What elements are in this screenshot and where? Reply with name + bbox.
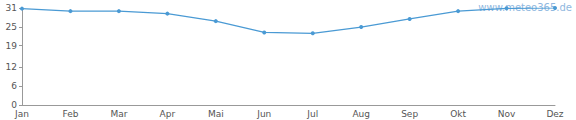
svg-text:Feb: Feb xyxy=(62,109,78,119)
svg-text:Sep: Sep xyxy=(401,109,418,119)
svg-text:12: 12 xyxy=(6,62,17,72)
svg-text:www.meteo365.de: www.meteo365.de xyxy=(478,2,572,13)
svg-text:25: 25 xyxy=(6,22,17,32)
svg-text:Okt: Okt xyxy=(450,109,466,119)
svg-text:19: 19 xyxy=(6,41,18,51)
svg-text:Aug: Aug xyxy=(352,109,370,119)
svg-text:Apr: Apr xyxy=(160,109,176,119)
svg-text:Nov: Nov xyxy=(498,109,516,119)
svg-text:6: 6 xyxy=(11,81,17,91)
svg-text:Jan: Jan xyxy=(14,109,29,119)
svg-text:Dez: Dez xyxy=(546,109,563,119)
svg-text:Jul: Jul xyxy=(306,109,318,119)
svg-text:Jun: Jun xyxy=(256,109,271,119)
svg-text:0: 0 xyxy=(11,100,17,110)
svg-text:Mar: Mar xyxy=(110,109,127,119)
svg-text:Mai: Mai xyxy=(208,109,224,119)
svg-text:31: 31 xyxy=(6,3,17,13)
